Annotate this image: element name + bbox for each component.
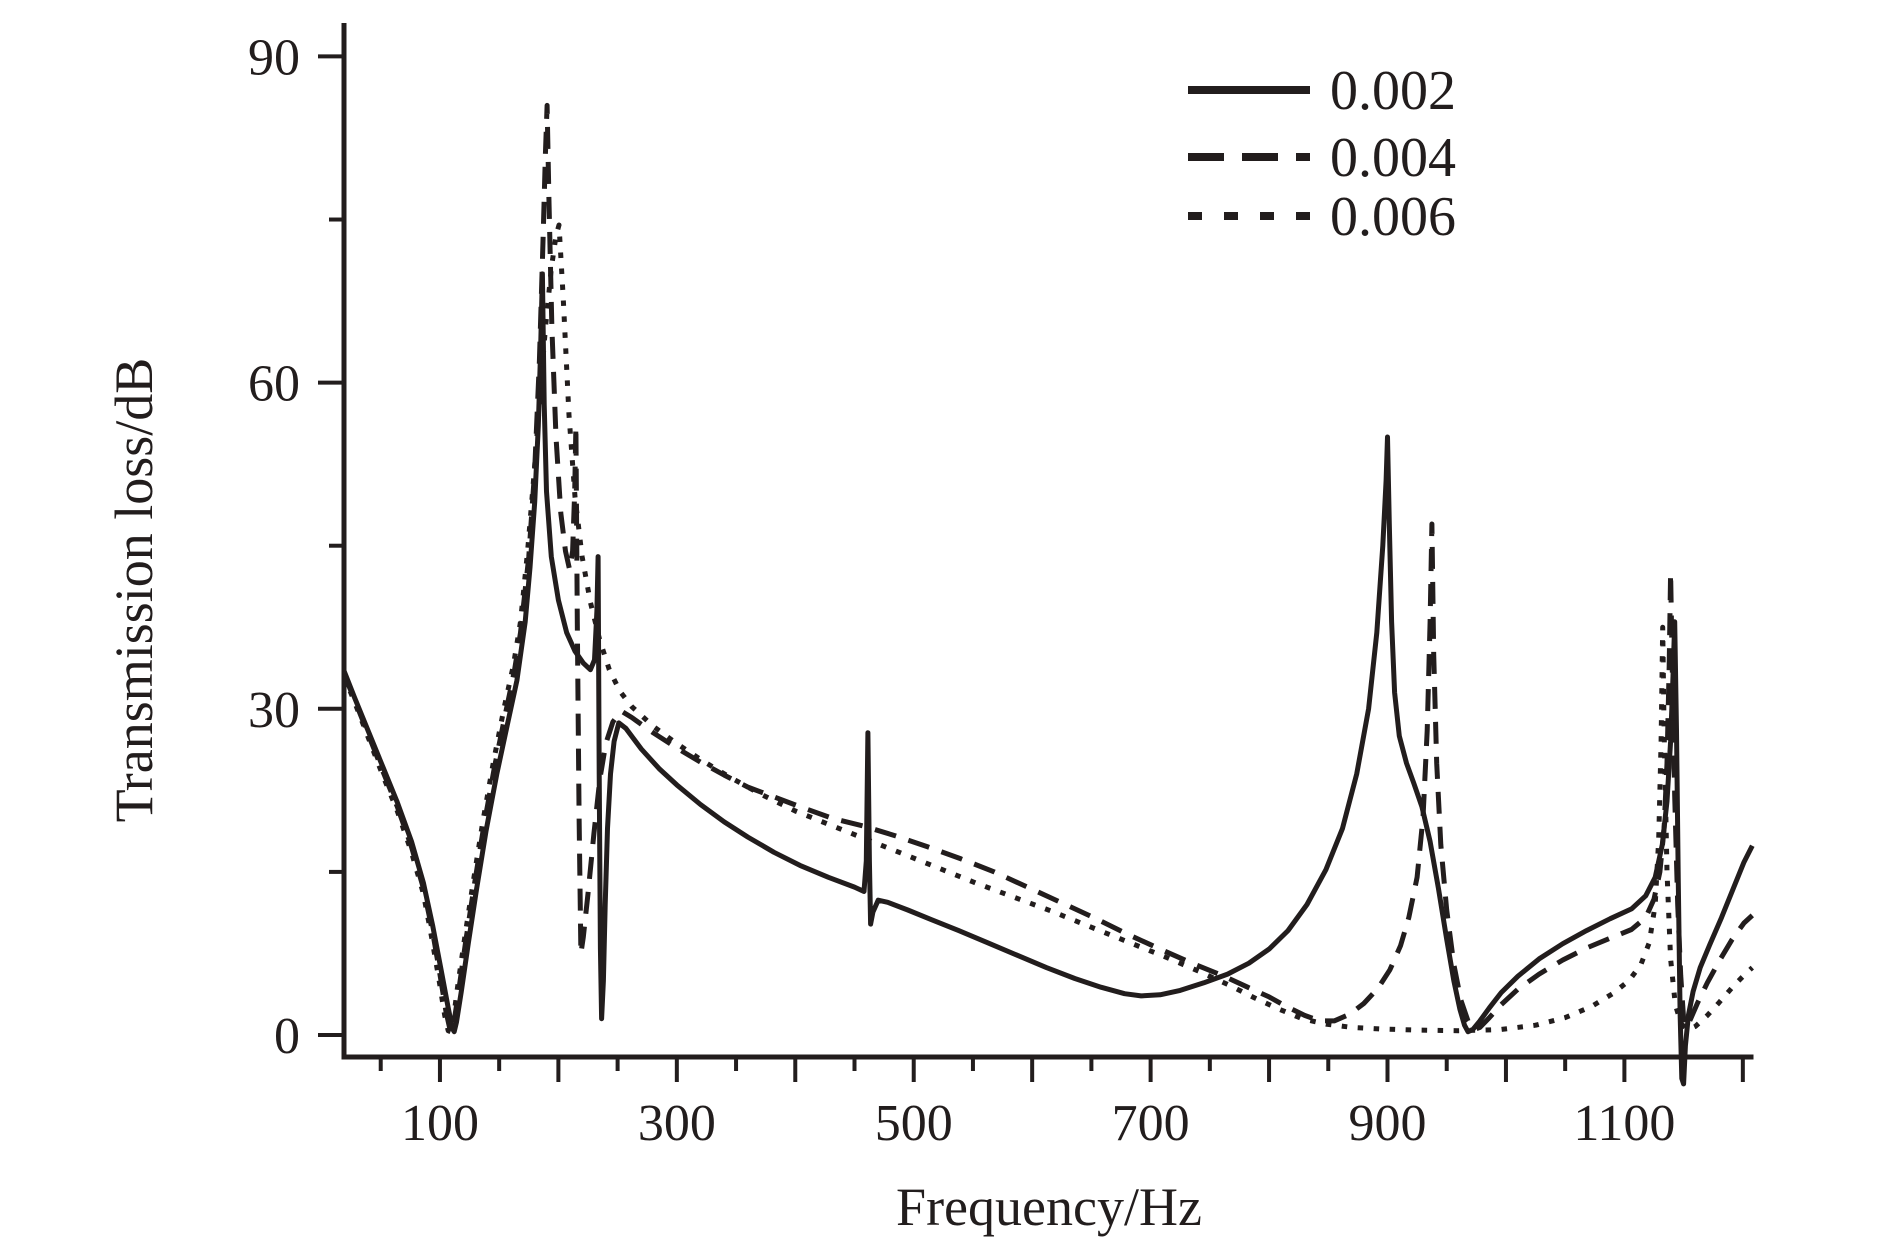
y-tick-label: 0 — [274, 1008, 300, 1065]
y-tick-label: 30 — [248, 682, 300, 739]
data-series — [341, 102, 1755, 1087]
plot-frame — [341, 23, 1754, 1060]
legend-label: 0.002 — [1330, 60, 1456, 122]
series-line-0.004 — [341, 102, 1754, 1035]
x-tick-label: 300 — [638, 1095, 716, 1152]
legend-row: 0.002 — [1188, 60, 1456, 122]
x-tick-label: 700 — [1112, 1095, 1190, 1152]
axis-tick-labels: 100 300 500 700 900 1100 0 30 60 90 — [248, 29, 1675, 1152]
x-tick-label: 900 — [1349, 1095, 1427, 1152]
x-axis-title: Frequency/Hz — [896, 1177, 1202, 1237]
legend-row: 0.006 — [1188, 186, 1456, 248]
legend-label: 0.006 — [1330, 186, 1456, 248]
legend-label: 0.004 — [1330, 127, 1456, 189]
x-tick-label: 500 — [875, 1095, 953, 1152]
y-axis-title: Transmission loss/dB — [104, 358, 164, 823]
x-tick-label: 100 — [401, 1095, 479, 1152]
series-line-0.006 — [341, 222, 1754, 1035]
y-tick-label: 60 — [248, 356, 300, 413]
axis-frame — [341, 23, 1754, 1060]
x-tick-label: 1100 — [1573, 1095, 1675, 1152]
y-tick-label: 90 — [248, 29, 300, 86]
series-line-0.002 — [341, 271, 1755, 1087]
legend-row: 0.004 — [1188, 127, 1456, 189]
